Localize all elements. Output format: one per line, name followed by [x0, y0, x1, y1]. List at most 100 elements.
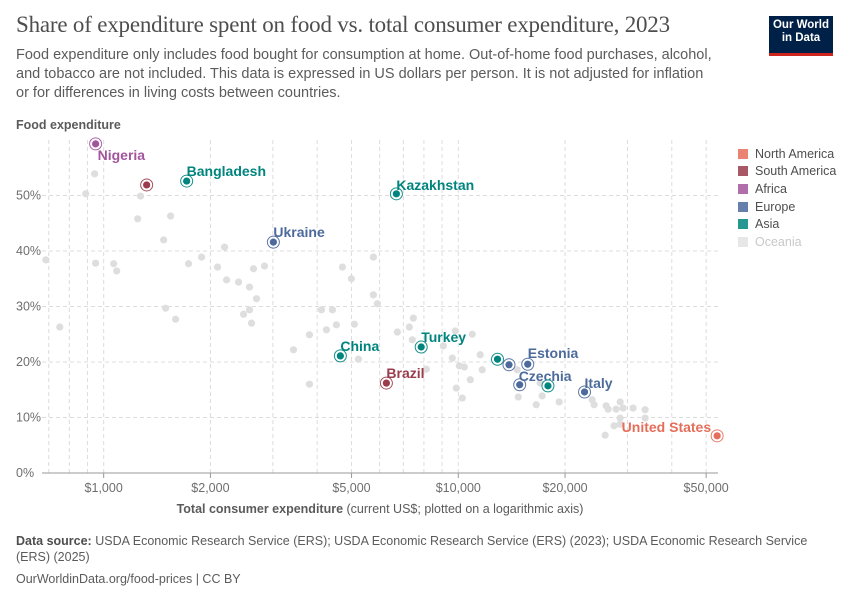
- legend-item[interactable]: Europe: [738, 198, 836, 216]
- data-source-text: USDA Economic Research Service (ERS); US…: [16, 534, 808, 564]
- highlight-point: [713, 432, 721, 440]
- data-point: [332, 321, 341, 329]
- x-tick-label: $2,000: [191, 481, 229, 495]
- data-point: [616, 398, 624, 406]
- y-tick-label: 20%: [16, 355, 41, 369]
- y-tick-label: 10%: [16, 411, 41, 425]
- data-point: [354, 355, 363, 363]
- legend-swatch: [738, 236, 748, 247]
- legend-item[interactable]: North America: [738, 145, 836, 163]
- x-tick-label: $1,000: [85, 481, 123, 495]
- data-point: [347, 275, 355, 283]
- legend-swatch: [738, 183, 748, 194]
- legend-item[interactable]: South America: [738, 163, 836, 181]
- x-axis-label-main: Total consumer expenditure: [177, 502, 344, 516]
- data-point: [184, 260, 193, 268]
- data-point: [252, 295, 261, 303]
- highlight-point: [544, 382, 552, 390]
- data-point: [245, 306, 254, 314]
- highlight-point: [143, 181, 151, 189]
- data-point: [350, 320, 358, 328]
- data-point: [162, 304, 170, 312]
- data-point: [409, 314, 417, 322]
- highlight-point: [382, 379, 390, 387]
- data-point: [476, 351, 484, 359]
- legend-item[interactable]: Asia: [738, 215, 836, 233]
- data-point: [612, 405, 620, 413]
- x-axis-label: Total consumer expenditure (current US$;…: [177, 502, 584, 516]
- data-point: [234, 278, 243, 286]
- data-point: [604, 405, 612, 413]
- data-point: [514, 393, 522, 401]
- legend-swatch: [738, 166, 748, 177]
- y-tick-label: 40%: [16, 244, 41, 258]
- data-point: [42, 256, 50, 264]
- legend-label: Asia: [755, 217, 780, 232]
- data-point: [601, 431, 609, 439]
- x-tick-label: $10,000: [436, 481, 481, 495]
- legend-item[interactable]: Oceania: [738, 233, 836, 251]
- data-point: [338, 263, 347, 271]
- data-point: [317, 306, 326, 314]
- highlight-point: [493, 355, 502, 363]
- country-label: Nigeria: [98, 147, 146, 163]
- highlight-point: [580, 388, 589, 396]
- data-source-label: Data source:: [16, 534, 92, 548]
- x-tick-label: $20,000: [542, 481, 587, 495]
- x-tick-label: $50,000: [684, 481, 729, 495]
- highlight-point: [516, 381, 524, 389]
- data-point: [460, 363, 468, 371]
- y-tick-label: 50%: [16, 189, 41, 203]
- highlight-point: [336, 352, 344, 360]
- data-point: [466, 376, 474, 384]
- data-point: [82, 190, 90, 198]
- data-point: [91, 170, 99, 178]
- data-point: [641, 406, 649, 414]
- footer-url[interactable]: OurWorldinData.org/food-prices | CC BY: [16, 572, 241, 586]
- country-label: Brazil: [386, 365, 424, 381]
- data-point: [422, 365, 430, 373]
- data-point: [458, 394, 466, 402]
- data-point: [260, 262, 269, 270]
- data-point: [113, 267, 121, 275]
- data-point: [452, 384, 460, 392]
- legend-label: North America: [755, 146, 835, 161]
- country-label: Italy: [585, 375, 613, 391]
- data-point: [222, 276, 231, 284]
- data-point: [247, 319, 256, 327]
- y-axis-label: Food expenditure: [16, 118, 121, 132]
- legend-item[interactable]: Africa: [738, 180, 836, 198]
- data-point: [245, 283, 254, 291]
- data-point: [166, 212, 175, 220]
- highlight-point: [92, 140, 100, 148]
- chart-subtitle: Food expenditure only includes food boug…: [16, 47, 712, 101]
- data-point: [160, 236, 168, 244]
- logo-line-2: in Data: [781, 32, 821, 44]
- data-point: [641, 414, 649, 422]
- data-point: [451, 327, 459, 335]
- x-axis-label-note: (current US$; plotted on a logarithmic a…: [347, 502, 584, 516]
- data-point: [92, 259, 100, 267]
- country-label: China: [340, 338, 379, 354]
- data-point: [134, 215, 142, 223]
- data-point: [555, 398, 563, 406]
- data-point: [532, 401, 540, 409]
- owid-logo[interactable]: Our World in Data: [769, 16, 833, 56]
- country-label: Estonia: [528, 345, 579, 361]
- data-point: [616, 414, 624, 422]
- logo-line-1: Our World: [772, 19, 829, 31]
- data-point: [393, 328, 401, 336]
- data-point: [439, 342, 447, 350]
- data-point: [249, 265, 258, 273]
- x-tick-label: $5,000: [332, 481, 370, 495]
- legend-label: Oceania: [755, 234, 802, 249]
- chart-title: Share of expenditure spent on food vs. t…: [16, 12, 670, 37]
- data-point: [408, 336, 416, 344]
- legend: North America South America Africa Europe As…: [738, 145, 836, 251]
- legend-label: Europe: [755, 199, 796, 214]
- data-point: [369, 253, 377, 261]
- data-point: [110, 260, 118, 268]
- country-label: United States: [622, 419, 712, 435]
- highlight-point: [417, 343, 425, 351]
